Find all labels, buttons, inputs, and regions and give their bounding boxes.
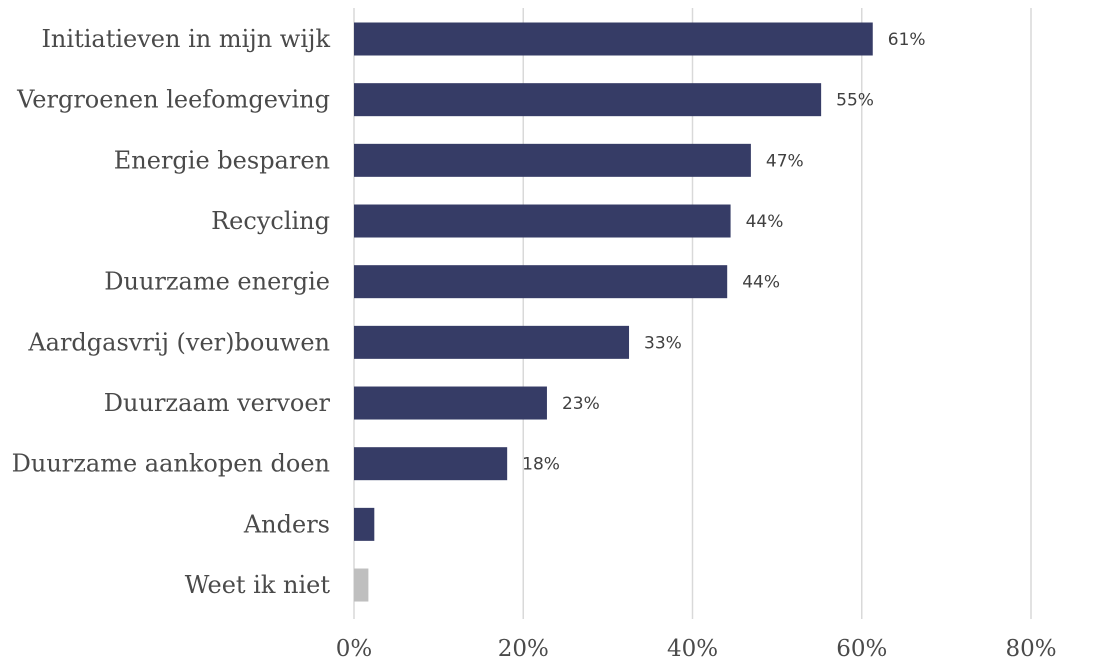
- bar: [354, 507, 375, 541]
- category-label: Weet ik niet: [185, 571, 331, 599]
- bar: [354, 386, 547, 420]
- category-labels: Initiatieven in mijn wijk Vergroenen leef…: [12, 25, 331, 599]
- data-label: 23%: [562, 394, 600, 414]
- bar: [354, 568, 369, 602]
- category-label: Energie besparen: [114, 146, 330, 174]
- data-label: 33%: [644, 333, 682, 353]
- bar: [354, 22, 873, 56]
- bars: [354, 22, 873, 602]
- data-label: 61%: [888, 30, 926, 50]
- x-tick-label: 20%: [498, 636, 549, 660]
- category-label: Initiatieven in mijn wijk: [41, 25, 330, 53]
- x-tick-label: 80%: [1005, 636, 1056, 660]
- data-label: 44%: [742, 273, 780, 293]
- category-label: Duurzame energie: [104, 268, 330, 296]
- category-label: Duurzaam vervoer: [104, 389, 331, 417]
- x-axis-tick-labels: 0% 20% 40% 60% 80%: [336, 636, 1057, 660]
- category-label: Recycling: [211, 207, 330, 235]
- bar: [354, 143, 751, 177]
- category-label: Vergroenen leefomgeving: [16, 86, 330, 114]
- category-label: Duurzame aankopen doen: [12, 450, 330, 478]
- bar: [354, 447, 508, 481]
- category-label: Anders: [243, 510, 330, 538]
- bar: [354, 204, 731, 238]
- bar: [354, 325, 630, 359]
- x-tick-label: 0%: [336, 636, 373, 660]
- bar: [354, 265, 728, 299]
- data-label: 47%: [766, 151, 804, 171]
- data-label: 44%: [746, 212, 784, 232]
- category-label: Aardgasvrij (ver)bouwen: [27, 328, 330, 356]
- data-labels: 61% 55% 47% 44% 44% 33% 23% 18%: [522, 30, 925, 475]
- data-label: 18%: [522, 455, 560, 475]
- x-tick-label: 60%: [836, 636, 887, 660]
- data-label: 55%: [836, 91, 874, 111]
- x-tick-label: 40%: [667, 636, 718, 660]
- bar: [354, 83, 822, 117]
